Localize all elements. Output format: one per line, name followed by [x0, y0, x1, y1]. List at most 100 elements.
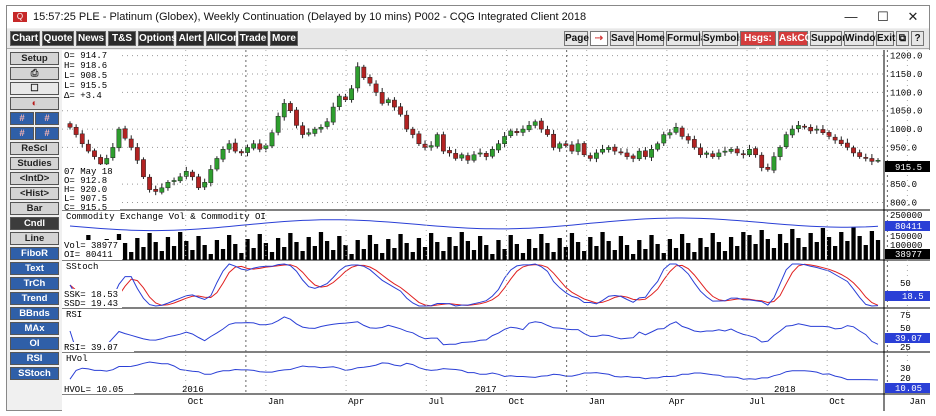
trend-channel-button[interactable]: TrCh — [10, 277, 59, 290]
layout-left-icon[interactable]: # — [10, 127, 34, 140]
month-label: Jul — [428, 397, 444, 407]
ohlc-low: L= 908.5 — [64, 71, 107, 81]
chart-svg[interactable]: OctJanAprJulOctJanAprJulOctJanApr O= 914… — [62, 50, 930, 411]
minimize-icon[interactable]: — — [844, 9, 858, 24]
fibonacci-retracement-button[interactable]: FiboR — [10, 247, 59, 260]
volume-bar — [777, 234, 783, 260]
symbols-button[interactable]: Symbols — [702, 31, 745, 46]
volume-bar — [343, 245, 348, 260]
history-button[interactable]: <Hist> — [10, 187, 59, 200]
alert-button[interactable]: Alert — [176, 31, 204, 46]
volume-bar — [765, 239, 770, 260]
candle-body — [330, 106, 336, 123]
restore-icon[interactable]: ⧉ — [896, 31, 909, 46]
rescale-button[interactable]: ReScl — [10, 142, 59, 155]
volume-bar — [318, 232, 324, 260]
chart-button[interactable]: Chart — [10, 31, 40, 46]
ohlc-last: L= 915.5 — [64, 81, 107, 91]
candle-body — [343, 96, 348, 100]
page-button[interactable]: Page — [564, 31, 589, 46]
slow-stochastic-button[interactable]: SStoch — [10, 367, 59, 380]
grid-right-icon[interactable]: # — [35, 112, 59, 125]
candle-button[interactable]: Cndl — [10, 217, 59, 230]
month-label: Oct — [508, 397, 524, 407]
candle-body — [171, 180, 177, 182]
candle-body — [373, 83, 379, 93]
formula-button[interactable]: Formula — [666, 31, 707, 46]
close-icon[interactable]: ✕ — [907, 9, 919, 24]
messages-button[interactable]: Hsgs: 1 — [740, 31, 776, 57]
candle-body — [122, 128, 128, 139]
lock-icon[interactable]: ☐ — [10, 82, 59, 95]
allcon-button[interactable]: AllCon — [206, 31, 240, 46]
volume-bar — [643, 249, 648, 260]
line-button[interactable]: Line — [10, 232, 59, 245]
candle-body — [239, 151, 244, 154]
volume-bar — [386, 239, 391, 260]
bar-button[interactable]: Bar — [10, 202, 59, 215]
text-button[interactable]: Text — [10, 262, 59, 275]
candle-body — [594, 152, 599, 159]
trend-button[interactable]: Trend — [10, 292, 59, 305]
volume-bar — [355, 240, 360, 260]
studies-button[interactable]: Studies — [10, 157, 59, 170]
options-button[interactable]: Options — [138, 31, 177, 46]
help-icon[interactable]: ? — [911, 31, 924, 46]
volume-bar — [502, 249, 507, 260]
more-button[interactable]: More — [270, 31, 298, 46]
window-button[interactable]: Window — [844, 31, 884, 46]
volume-bar — [649, 235, 654, 260]
page-arrow-icon[interactable]: ⇢ — [590, 31, 608, 46]
color-icon[interactable]: ◐ — [10, 97, 59, 110]
maximize-icon[interactable]: ☐ — [877, 9, 889, 24]
askcqg-button[interactable]: AskCQG — [778, 31, 821, 46]
open-interest-button[interactable]: OI — [10, 337, 59, 350]
candle-body — [838, 139, 844, 145]
candle-body — [67, 123, 73, 128]
candle-body — [734, 148, 740, 154]
exit-button[interactable]: Exit — [876, 31, 896, 46]
grid-left-icon[interactable]: # — [10, 112, 34, 125]
support-button[interactable]: Support — [810, 31, 850, 46]
year-label-2018: 2018 — [774, 385, 796, 395]
home-button[interactable]: Home — [636, 31, 665, 46]
volume-bar — [196, 236, 201, 260]
volume-panel-title: Commodity Exchange Vol & Commodity OI — [66, 212, 266, 222]
print-icon[interactable]: ⎙ — [10, 67, 59, 80]
candle-body — [134, 147, 140, 161]
quote-button[interactable]: Quote — [42, 31, 74, 46]
volume-value: Vol= 38977 — [64, 241, 118, 251]
volume-bar — [251, 248, 256, 260]
layout-right-icon[interactable]: # — [35, 127, 59, 140]
volume-bar — [851, 227, 856, 260]
candle-body — [606, 147, 612, 150]
setup-button[interactable]: Setup — [10, 52, 59, 65]
volume-bar — [771, 248, 777, 260]
candle-body — [716, 152, 722, 157]
candle-body — [600, 149, 605, 153]
bollinger-bands-button[interactable]: BBnds — [10, 307, 59, 320]
save-button[interactable]: Save — [610, 31, 635, 46]
candle-body — [141, 159, 146, 178]
volume-bar — [435, 242, 440, 260]
volume-bar — [337, 236, 342, 260]
candle-body — [116, 128, 122, 149]
volume-bar — [716, 242, 721, 260]
trade-button[interactable]: Trade — [238, 31, 268, 46]
moving-average-button[interactable]: MAx — [10, 322, 59, 335]
candle-body — [673, 126, 679, 133]
time-and-sales-button[interactable]: T&S — [108, 31, 136, 46]
volume-bar — [245, 239, 250, 260]
title-bar: Q 15:57:25 PLE - Platinum (Globex), Week… — [7, 6, 929, 28]
intraday-button[interactable]: <IntD> — [10, 172, 59, 185]
hvol-axis-current: 10.05 — [895, 384, 922, 394]
chart-area[interactable]: OctJanAprJulOctJanAprJulOctJanApr O= 914… — [62, 50, 930, 411]
volume-bar — [122, 243, 128, 260]
news-button[interactable]: News — [76, 31, 106, 46]
volume-bar — [637, 240, 642, 260]
volume-bar — [380, 253, 385, 260]
volume-bar — [135, 238, 140, 260]
candle-body — [771, 156, 777, 171]
rsi-button[interactable]: RSI — [10, 352, 59, 365]
candle-body — [183, 171, 189, 177]
